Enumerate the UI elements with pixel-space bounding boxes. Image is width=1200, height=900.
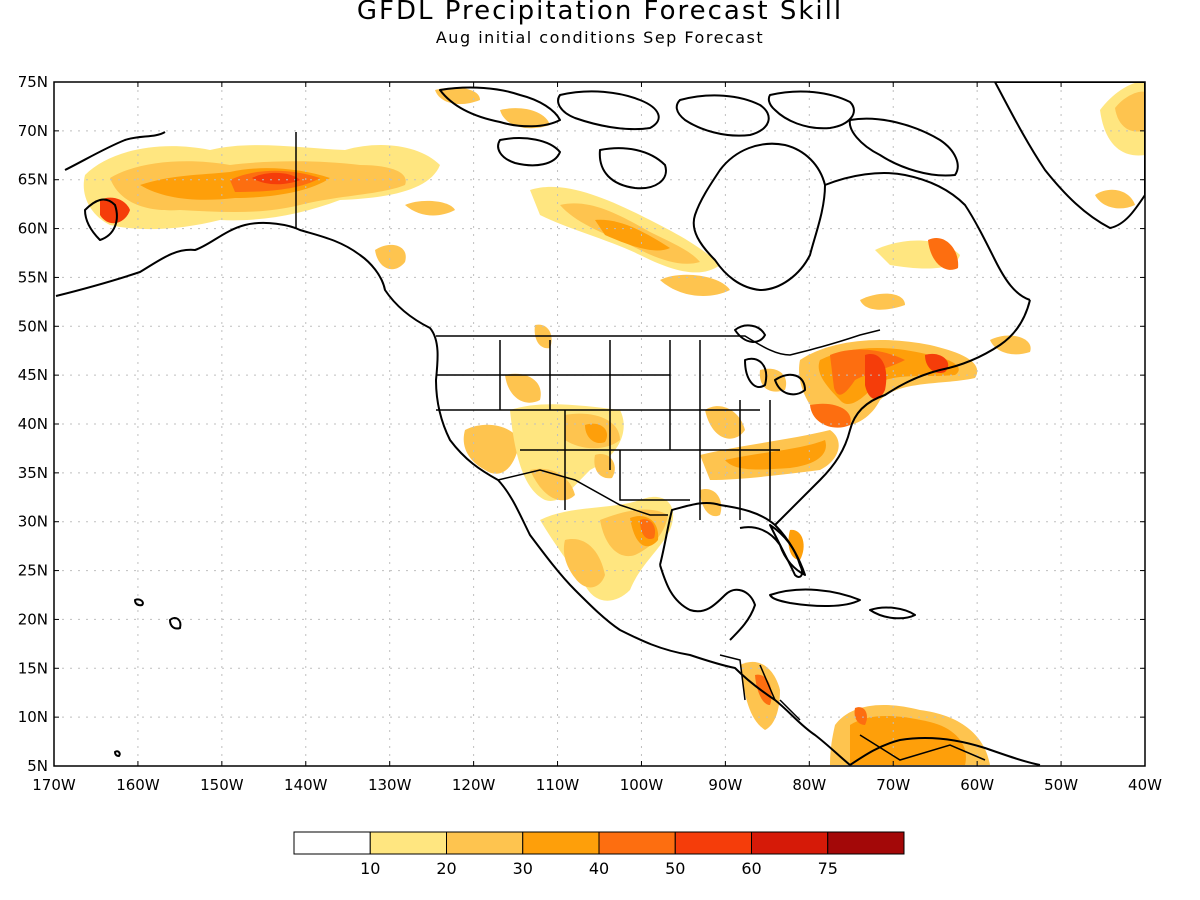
colorbar-swatch [293,831,371,855]
lon-tick-label: 150W [200,776,244,794]
colorbar-swatch [751,831,829,855]
lat-tick-label: 20N [18,610,48,628]
lon-tick-label: 100W [620,776,664,794]
lat-tick-label: 50N [18,317,48,335]
lon-tick-label: 60W [960,776,994,794]
lat-tick-label: 65N [18,171,48,189]
colorbar-label: 10 [360,859,380,878]
lat-tick-label: 45N [18,366,48,384]
colorbar-label: 75 [818,859,838,878]
colorbar-swatch [674,831,752,855]
lat-tick-label: 25N [18,562,48,580]
latitude-axis: 75N 70N 65N 60N 55N 50N 45N 40N 35N 30N 25N 20N 15N 1… [18,73,1145,775]
lon-tick-label: 110W [536,776,580,794]
lon-tick-label: 120W [452,776,496,794]
colorbar-swatch [827,831,905,855]
colorbar-swatch [522,831,600,855]
lon-tick-label: 170W [32,776,76,794]
longitude-axis: 170W 160W 150W 140W 130W 120W 110W 100W 90W 80W 70… [32,82,1162,794]
lat-tick-label: 70N [18,122,48,140]
lon-tick-label: 160W [116,776,160,794]
lat-tick-label: 55N [18,268,48,286]
lat-tick-label: 35N [18,464,48,482]
lon-tick-label: 80W [792,776,826,794]
colorbar-label: 50 [665,859,685,878]
lat-tick-label: 30N [18,513,48,531]
lat-tick-label: 15N [18,659,48,677]
map-title: GFDL Precipitation Forecast Skill [356,0,844,26]
coastline-outline [55,82,1145,766]
colorbar-swatch [598,831,676,855]
lon-tick-label: 50W [1044,776,1078,794]
lon-tick-label: 130W [368,776,412,794]
lat-tick-label: 10N [18,708,48,726]
map-subtitle: Aug initial conditions Sep Forecast [435,28,765,47]
lat-tick-label: 75N [18,73,48,91]
skill-colorbar: 10 20 30 40 50 60 75 [293,831,905,878]
colorbar-label: 20 [436,859,456,878]
lon-tick-label: 140W [284,776,328,794]
lon-tick-label: 40W [1128,776,1162,794]
skill-shading [83,82,1145,765]
lat-tick-label: 5N [27,757,48,775]
lat-lon-grid [54,82,1145,766]
colorbar-label: 40 [589,859,609,878]
colorbar-label: 60 [741,859,761,878]
political-boundaries [295,132,986,761]
colorbar-swatch [369,831,447,855]
lon-tick-label: 90W [708,776,742,794]
lat-tick-label: 60N [18,220,48,238]
colorbar-swatch [446,831,524,855]
lat-tick-label: 40N [18,415,48,433]
lon-tick-label: 70W [876,776,910,794]
colorbar-label: 30 [513,859,533,878]
